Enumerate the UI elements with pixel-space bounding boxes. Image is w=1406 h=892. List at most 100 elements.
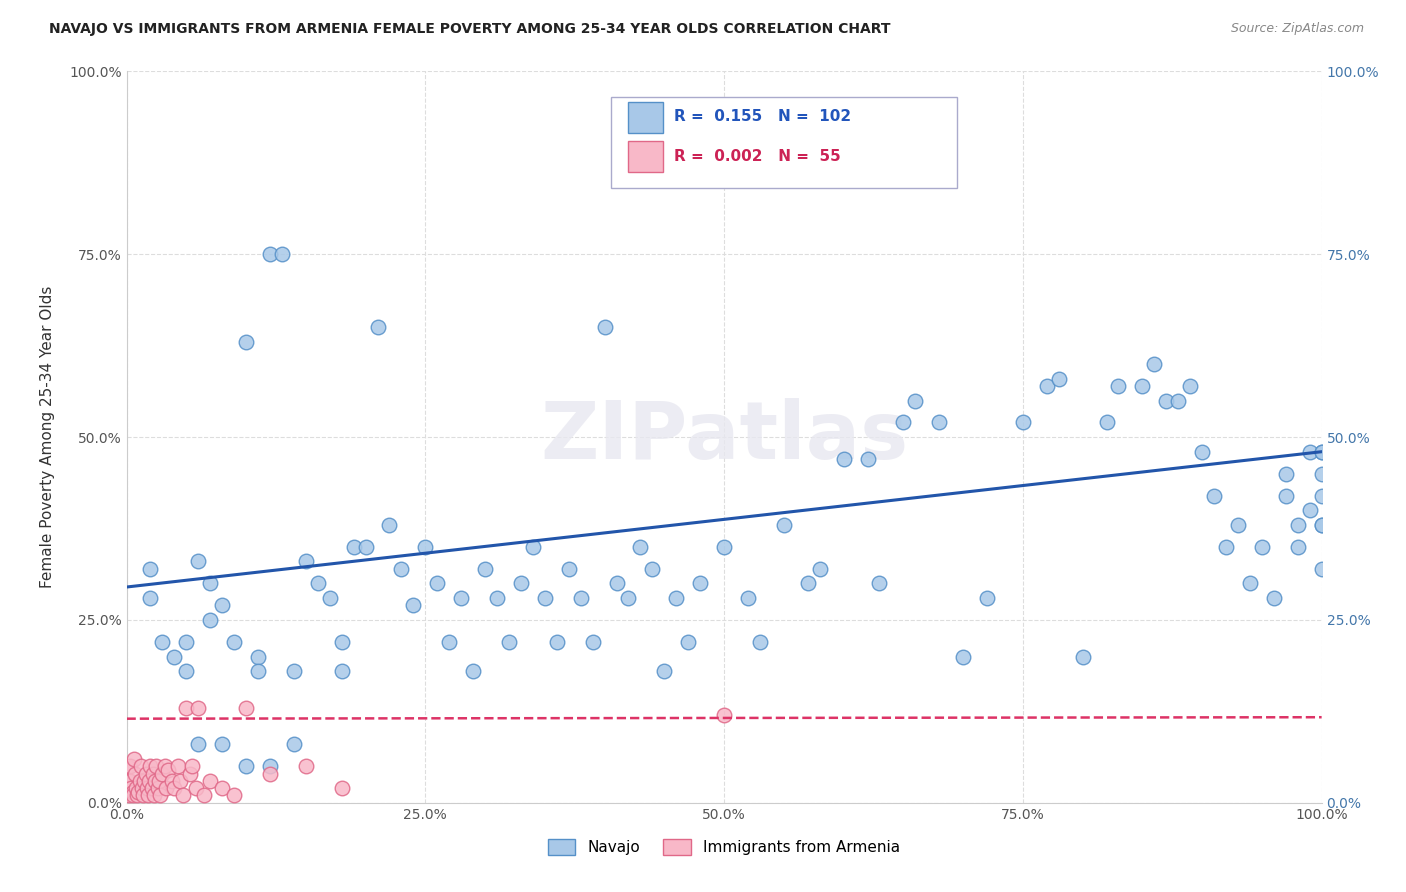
Point <box>617 591 640 605</box>
Point <box>330 781 353 796</box>
Point <box>904 393 927 408</box>
Point <box>1202 489 1225 503</box>
Point <box>1310 517 1333 532</box>
Legend: Navajo, Immigrants from Armenia: Navajo, Immigrants from Armenia <box>541 833 907 861</box>
Point <box>318 591 342 605</box>
Point <box>179 766 201 780</box>
Point <box>136 789 159 803</box>
Point <box>200 576 222 591</box>
Point <box>1310 489 1333 503</box>
Point <box>211 599 233 613</box>
Point <box>117 773 139 788</box>
Point <box>200 613 222 627</box>
Point <box>174 664 197 678</box>
Point <box>689 576 711 591</box>
Point <box>391 562 413 576</box>
Point <box>713 708 735 723</box>
Point <box>1154 393 1177 408</box>
Point <box>129 759 152 773</box>
Point <box>1035 379 1059 393</box>
Point <box>1191 444 1213 458</box>
Point <box>522 540 544 554</box>
Point <box>952 649 974 664</box>
Point <box>172 789 194 803</box>
Text: R =  0.002   N =  55: R = 0.002 N = 55 <box>673 149 841 164</box>
Point <box>856 452 879 467</box>
Point <box>976 591 998 605</box>
Point <box>187 737 209 751</box>
Point <box>187 554 209 568</box>
Point <box>1274 489 1296 503</box>
Point <box>115 759 138 773</box>
Point <box>132 789 155 803</box>
Point <box>127 789 149 803</box>
Point <box>439 635 461 649</box>
Point <box>1310 467 1333 481</box>
Point <box>247 649 270 664</box>
Point <box>146 781 169 796</box>
Point <box>138 773 160 788</box>
Point <box>1263 591 1285 605</box>
Point <box>461 664 484 678</box>
Point <box>150 766 174 780</box>
Point <box>748 635 770 649</box>
Point <box>1286 540 1309 554</box>
Point <box>1226 517 1249 532</box>
Point <box>259 247 281 261</box>
Point <box>135 766 157 780</box>
Point <box>546 635 568 649</box>
Point <box>641 562 664 576</box>
Point <box>283 737 305 751</box>
Point <box>1239 576 1261 591</box>
Point <box>378 517 401 532</box>
Point <box>121 785 143 799</box>
Point <box>118 789 141 803</box>
Point <box>343 540 366 554</box>
Point <box>134 773 156 788</box>
Point <box>832 452 855 467</box>
Y-axis label: Female Poverty Among 25-34 Year Olds: Female Poverty Among 25-34 Year Olds <box>41 286 55 588</box>
Point <box>235 334 257 349</box>
Point <box>128 773 150 788</box>
Point <box>167 759 190 773</box>
Text: R =  0.155   N =  102: R = 0.155 N = 102 <box>673 109 851 124</box>
Point <box>1071 649 1094 664</box>
Point <box>169 773 191 788</box>
Point <box>174 635 197 649</box>
Point <box>127 785 149 799</box>
Point <box>498 635 520 649</box>
Point <box>1130 379 1153 393</box>
Point <box>582 635 605 649</box>
Point <box>174 700 197 714</box>
Point <box>143 789 166 803</box>
Point <box>270 247 294 261</box>
Point <box>676 635 699 649</box>
Point <box>486 591 509 605</box>
Point <box>149 789 172 803</box>
Point <box>135 781 157 796</box>
Point <box>211 781 233 796</box>
Point <box>131 781 153 796</box>
Point <box>148 773 170 788</box>
Point <box>1298 444 1320 458</box>
Point <box>120 759 142 773</box>
Point <box>150 635 174 649</box>
Point <box>713 540 735 554</box>
Point <box>1108 379 1130 393</box>
Point <box>366 320 388 334</box>
Point <box>628 540 651 554</box>
Point <box>1250 540 1272 554</box>
Point <box>1310 562 1333 576</box>
Point <box>187 700 209 714</box>
Point <box>121 789 143 803</box>
Point <box>426 576 449 591</box>
Point <box>1143 357 1166 371</box>
Point <box>294 554 316 568</box>
Point <box>157 763 180 777</box>
Point <box>796 576 818 591</box>
Point <box>141 781 163 796</box>
Point <box>142 766 165 780</box>
Point <box>1178 379 1201 393</box>
Point <box>222 789 246 803</box>
Point <box>139 562 162 576</box>
